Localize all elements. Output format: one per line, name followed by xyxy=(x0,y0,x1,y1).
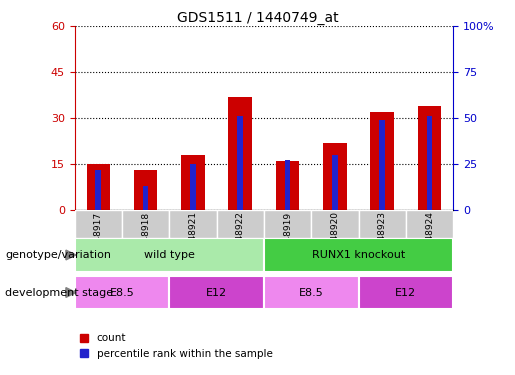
Bar xyxy=(87,164,110,210)
Text: GSM48921: GSM48921 xyxy=(188,211,197,260)
Bar xyxy=(264,238,453,272)
Bar xyxy=(122,210,169,238)
Bar xyxy=(264,210,311,238)
Bar xyxy=(285,160,290,210)
Bar xyxy=(75,276,169,309)
Bar xyxy=(217,210,264,238)
Bar xyxy=(380,120,385,210)
Bar xyxy=(143,186,148,210)
Text: RUNX1 knockout: RUNX1 knockout xyxy=(312,250,405,260)
Text: development stage: development stage xyxy=(5,288,113,297)
Text: GSM48922: GSM48922 xyxy=(236,211,245,260)
Text: E8.5: E8.5 xyxy=(110,288,134,297)
Bar xyxy=(237,116,243,210)
Bar xyxy=(75,210,122,238)
Bar xyxy=(276,161,299,210)
Polygon shape xyxy=(66,288,76,297)
Bar xyxy=(358,210,406,238)
Text: GSM48920: GSM48920 xyxy=(331,211,339,260)
Bar xyxy=(181,155,205,210)
Bar xyxy=(134,170,158,210)
Polygon shape xyxy=(66,250,76,260)
Bar xyxy=(95,170,101,210)
Bar xyxy=(229,97,252,210)
Bar xyxy=(358,276,453,309)
Legend: count, percentile rank within the sample: count, percentile rank within the sample xyxy=(80,333,272,358)
Text: genotype/variation: genotype/variation xyxy=(5,250,111,260)
Bar xyxy=(169,210,217,238)
Bar xyxy=(418,106,441,210)
Bar xyxy=(427,116,433,210)
Bar xyxy=(311,210,358,238)
Bar xyxy=(75,238,264,272)
Bar xyxy=(323,142,347,210)
Text: E12: E12 xyxy=(396,288,417,297)
Bar xyxy=(264,276,358,309)
Text: GSM48918: GSM48918 xyxy=(141,211,150,261)
Bar xyxy=(370,112,394,210)
Bar xyxy=(406,210,453,238)
Bar xyxy=(332,155,338,210)
Text: GDS1511 / 1440749_at: GDS1511 / 1440749_at xyxy=(177,11,338,25)
Bar xyxy=(169,276,264,309)
Text: GSM48923: GSM48923 xyxy=(377,211,387,260)
Text: GSM48919: GSM48919 xyxy=(283,211,292,261)
Text: E8.5: E8.5 xyxy=(299,288,323,297)
Text: wild type: wild type xyxy=(144,250,195,260)
Text: GSM48917: GSM48917 xyxy=(94,211,103,261)
Text: GSM48924: GSM48924 xyxy=(425,211,434,260)
Bar xyxy=(190,164,196,210)
Text: E12: E12 xyxy=(206,288,227,297)
